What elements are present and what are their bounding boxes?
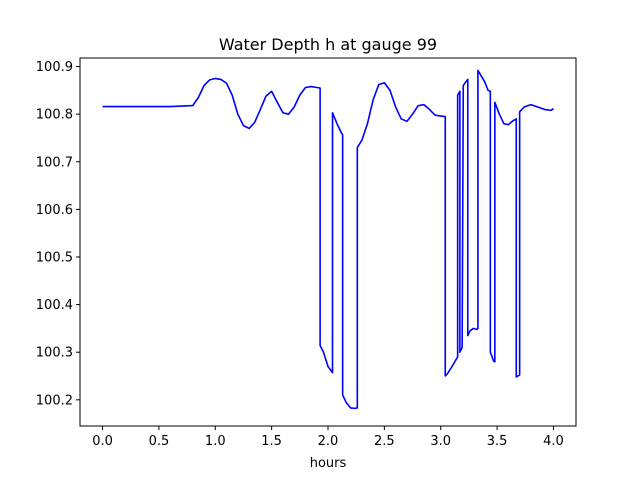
y-tick-label: 100.5 bbox=[36, 250, 73, 265]
y-tick-label: 100.3 bbox=[36, 346, 73, 361]
axes-frame bbox=[79, 57, 577, 427]
y-tick-label: 100.9 bbox=[36, 60, 73, 75]
y-tick-label: 100.4 bbox=[36, 298, 73, 313]
x-axis-label: hours bbox=[310, 456, 347, 471]
x-tick-label: 3.0 bbox=[430, 434, 451, 449]
x-axis: 0.0 0.5 1.0 1.5 2.0 2.5 3.0 3.5 4.0 bbox=[92, 426, 564, 449]
y-tick-label: 100.7 bbox=[36, 155, 73, 170]
y-axis: 100.2 100.3 100.4 100.5 100.6 100.7 100.8 100.9 bbox=[36, 60, 80, 408]
x-tick-label: 1.0 bbox=[205, 434, 226, 449]
y-tick-label: 100.6 bbox=[36, 203, 73, 218]
plot-area bbox=[102, 69, 554, 410]
chart-title: Water Depth h at gauge 99 bbox=[219, 35, 437, 54]
x-tick-label: 2.0 bbox=[318, 434, 339, 449]
y-tick-label: 100.2 bbox=[36, 393, 73, 408]
x-tick-label: 0.0 bbox=[92, 434, 113, 449]
x-tick-label: 4.0 bbox=[543, 434, 564, 449]
y-tick-label: 100.8 bbox=[36, 108, 73, 123]
x-tick-label: 2.5 bbox=[374, 434, 395, 449]
x-tick-label: 1.5 bbox=[261, 434, 282, 449]
x-tick-label: 0.5 bbox=[149, 434, 170, 449]
series-line bbox=[102, 69, 554, 410]
x-tick-label: 3.5 bbox=[487, 434, 508, 449]
